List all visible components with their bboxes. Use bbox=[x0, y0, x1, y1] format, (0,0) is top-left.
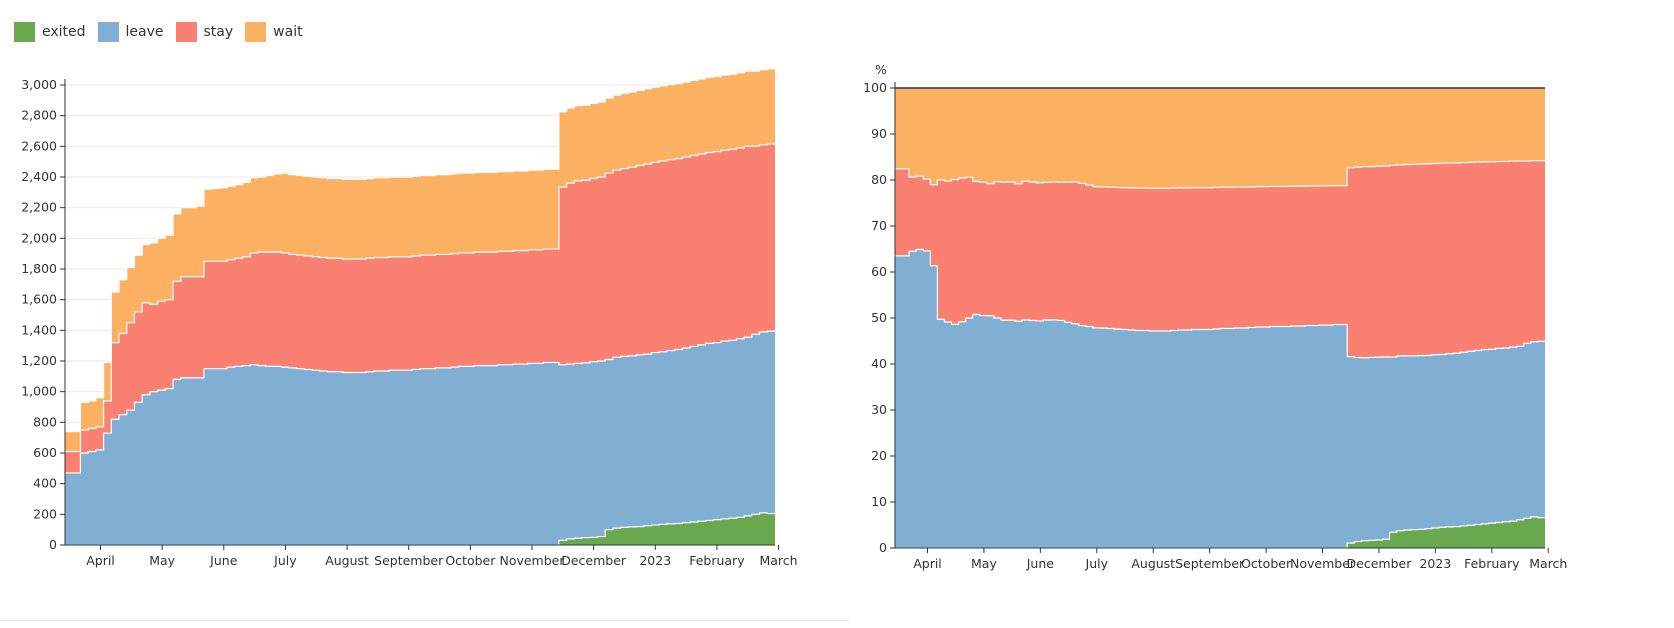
x-tick-label: September bbox=[1175, 556, 1245, 571]
x-tick-label: May bbox=[149, 553, 175, 568]
x-tick-label: March bbox=[759, 553, 797, 568]
x-tick-label: June bbox=[209, 553, 238, 568]
area-border-stay bbox=[895, 159, 1545, 189]
x-tick-label: February bbox=[1464, 556, 1520, 571]
area-stay bbox=[895, 160, 1545, 358]
y-tick-label: 50 bbox=[871, 310, 887, 325]
legend-label-leave: leave bbox=[125, 24, 164, 40]
y-tick-label: 2,600 bbox=[21, 138, 57, 153]
area-wait bbox=[65, 68, 775, 452]
x-tick-label: October bbox=[445, 553, 496, 568]
legend-item-leave[interactable]: leave bbox=[97, 22, 164, 42]
y-tick-label: 400 bbox=[33, 476, 57, 491]
area-border-wait bbox=[65, 68, 775, 433]
legend-label-stay: stay bbox=[203, 24, 234, 40]
y-axis-label: % bbox=[875, 62, 887, 77]
legend-label-wait: wait bbox=[273, 24, 303, 40]
legend: exited leave stay wait bbox=[14, 22, 315, 42]
y-tick-label: 60 bbox=[871, 264, 887, 279]
y-tick-label: 1,200 bbox=[21, 353, 57, 368]
x-tick-label: October bbox=[1241, 556, 1292, 571]
y-tick-label: 1,400 bbox=[21, 322, 57, 337]
legend-swatch-leave bbox=[97, 22, 119, 42]
x-tick-label: April bbox=[913, 556, 942, 571]
x-tick-label: November bbox=[1290, 556, 1356, 571]
y-tick-label: 0 bbox=[49, 537, 57, 552]
y-tick-label: 600 bbox=[33, 445, 57, 460]
y-tick-label: 30 bbox=[871, 402, 887, 417]
x-tick-label: 2023 bbox=[1419, 556, 1451, 571]
x-tick-label: August bbox=[1131, 556, 1175, 571]
legend-swatch-wait bbox=[245, 22, 267, 42]
y-tick-label: 10 bbox=[871, 494, 887, 509]
x-tick-label: April bbox=[86, 553, 115, 568]
x-tick-label: 2023 bbox=[639, 553, 671, 568]
absolute-stacked-area-chart: 0 200 400 600 800 1,000 1,200 1,400 1,600 1,800 2,… bbox=[21, 68, 798, 568]
y-tick-label: 100 bbox=[863, 80, 887, 95]
x-tick-label: July bbox=[1085, 556, 1109, 571]
area-border-stay bbox=[65, 143, 775, 453]
x-tick-label: September bbox=[374, 553, 444, 568]
legend-swatch-exited bbox=[14, 22, 35, 42]
y-tick-label: 1,800 bbox=[21, 261, 57, 276]
x-tick-label: March bbox=[1529, 556, 1567, 571]
y-tick-label: 3,000 bbox=[21, 77, 57, 92]
y-tick-label: 1,600 bbox=[21, 292, 57, 307]
x-tick-label: June bbox=[1026, 556, 1055, 571]
y-tick-label: 1,000 bbox=[21, 384, 57, 399]
y-tick-label: 20 bbox=[871, 448, 887, 463]
x-tick-label: May bbox=[971, 556, 997, 571]
legend-item-wait[interactable]: wait bbox=[245, 22, 303, 42]
area-wait bbox=[895, 88, 1545, 189]
y-tick-label: 2,400 bbox=[21, 169, 57, 184]
x-tick-label: November bbox=[499, 553, 565, 568]
x-tick-label: July bbox=[273, 553, 297, 568]
area-stay bbox=[65, 144, 775, 473]
legend-swatch-stay bbox=[175, 22, 197, 42]
area-border-leave bbox=[895, 248, 1545, 359]
x-tick-label: February bbox=[689, 553, 745, 568]
y-tick-label: 800 bbox=[33, 414, 57, 429]
y-tick-label: 200 bbox=[33, 506, 57, 521]
y-tick-label: 0 bbox=[879, 540, 887, 555]
area-border-leave bbox=[65, 330, 775, 474]
legend-item-exited[interactable]: exited bbox=[14, 22, 86, 42]
y-tick-label: 80 bbox=[871, 172, 887, 187]
bottom-divider bbox=[0, 620, 850, 621]
y-tick-label: 70 bbox=[871, 218, 887, 233]
y-tick-label: 2,800 bbox=[21, 108, 57, 123]
x-tick-label: December bbox=[561, 553, 627, 568]
y-tick-label: 90 bbox=[871, 126, 887, 141]
legend-label-exited: exited bbox=[42, 24, 86, 40]
area-leave bbox=[895, 249, 1545, 548]
y-tick-label: 40 bbox=[871, 356, 887, 371]
x-tick-label: December bbox=[1347, 556, 1413, 571]
legend-item-stay[interactable]: stay bbox=[175, 22, 234, 42]
y-tick-label: 2,000 bbox=[21, 230, 57, 245]
x-tick-label: August bbox=[325, 553, 369, 568]
y-tick-label: 2,200 bbox=[21, 200, 57, 215]
area-leave bbox=[65, 331, 775, 545]
percent-stacked-area-chart: 0 10 20 30 40 50 60 70 80 90 100% April May June July A… bbox=[863, 62, 1567, 571]
